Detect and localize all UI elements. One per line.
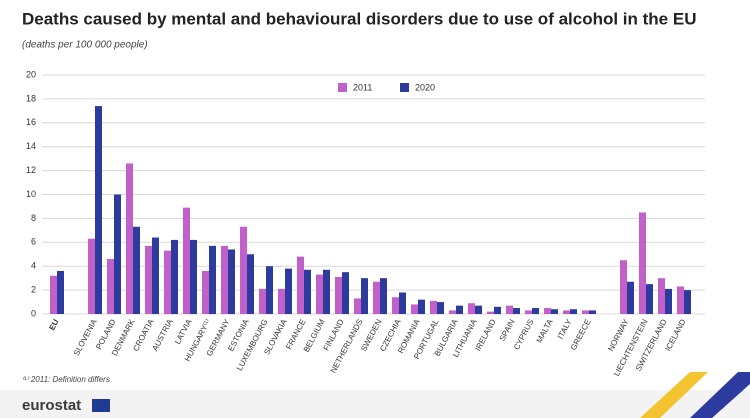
legend-swatch [338, 83, 347, 92]
footer-band [0, 390, 750, 418]
bar [639, 212, 646, 314]
bar [430, 300, 437, 314]
bar [133, 226, 140, 314]
legend-swatch [400, 83, 409, 92]
bar [506, 305, 513, 314]
logo-deco [690, 372, 750, 418]
x-tick-label: EU [47, 318, 60, 332]
bar [513, 308, 520, 314]
bar [297, 256, 304, 314]
bar [190, 239, 197, 314]
bar [677, 286, 684, 314]
bar [247, 254, 254, 314]
y-tick-label: 18 [26, 93, 36, 103]
bar [126, 163, 133, 314]
source-logo: eurostat [22, 397, 81, 414]
bar [589, 310, 596, 314]
bar [259, 288, 266, 314]
legend-label: 2011 [353, 82, 372, 92]
bar [665, 288, 672, 314]
bar [411, 304, 418, 314]
y-tick-label: 6 [31, 237, 36, 247]
bar [361, 278, 368, 314]
bar [380, 278, 387, 314]
bar [392, 297, 399, 314]
footnote: ⁽¹⁾ 2011: Definition differs [22, 375, 110, 384]
bar [323, 269, 330, 314]
bar [164, 250, 171, 314]
bar [456, 305, 463, 314]
bar [449, 310, 456, 314]
bar [646, 284, 653, 314]
y-tick-label: 14 [26, 141, 36, 151]
bar [50, 275, 57, 314]
bar [145, 245, 152, 314]
bar [209, 245, 216, 314]
y-tick-label: 12 [26, 165, 36, 175]
y-tick-label: 8 [31, 213, 36, 223]
legend-label: 2020 [415, 82, 435, 92]
bar [240, 226, 247, 314]
bar [658, 278, 665, 314]
bar [316, 274, 323, 314]
bar [399, 292, 406, 314]
chart-subtitle: (deaths per 100 000 people) [22, 40, 148, 51]
x-tick-label: MALTA [535, 317, 555, 344]
bar [418, 299, 425, 314]
eu-flag [92, 399, 110, 412]
bar [114, 194, 121, 314]
bar [354, 298, 361, 314]
bar [88, 238, 95, 314]
y-tick-label: 2 [31, 284, 36, 294]
bar [582, 310, 589, 314]
y-tick-label: 10 [26, 189, 36, 199]
bar [468, 303, 475, 314]
y-tick-label: 0 [31, 308, 36, 318]
bar [437, 302, 444, 314]
x-tick-label: ITALY [556, 317, 574, 340]
x-tick-label: SPAIN [498, 318, 517, 343]
bar [525, 310, 532, 314]
bar [278, 288, 285, 314]
bar [57, 270, 64, 314]
bar [342, 272, 349, 314]
bar [532, 308, 539, 314]
bar [221, 245, 228, 314]
chart-title: Deaths caused by mental and behavioural … [22, 9, 696, 28]
x-tick-label: LATVIA [173, 317, 194, 346]
bar [95, 106, 102, 314]
bar [107, 259, 114, 314]
bar [152, 237, 159, 314]
y-tick-label: 20 [26, 69, 36, 79]
bar [202, 270, 209, 314]
bar [266, 266, 273, 314]
bar [171, 239, 178, 314]
bar [627, 281, 634, 314]
bar [335, 276, 342, 314]
bar [684, 290, 691, 314]
bar [544, 308, 551, 314]
bar [570, 309, 577, 314]
bar [183, 207, 190, 314]
bar [563, 310, 570, 314]
bar [551, 309, 558, 314]
y-tick-label: 16 [26, 117, 36, 127]
bar [285, 268, 292, 314]
bar [494, 306, 501, 314]
bar [620, 260, 627, 314]
y-tick-label: 4 [31, 261, 36, 271]
logo-deco [640, 372, 708, 418]
x-tick-label: SLOVENIA [72, 317, 99, 357]
bar [228, 249, 235, 314]
bar [487, 311, 494, 314]
bar [304, 269, 311, 314]
bar [475, 305, 482, 314]
bar [373, 281, 380, 314]
